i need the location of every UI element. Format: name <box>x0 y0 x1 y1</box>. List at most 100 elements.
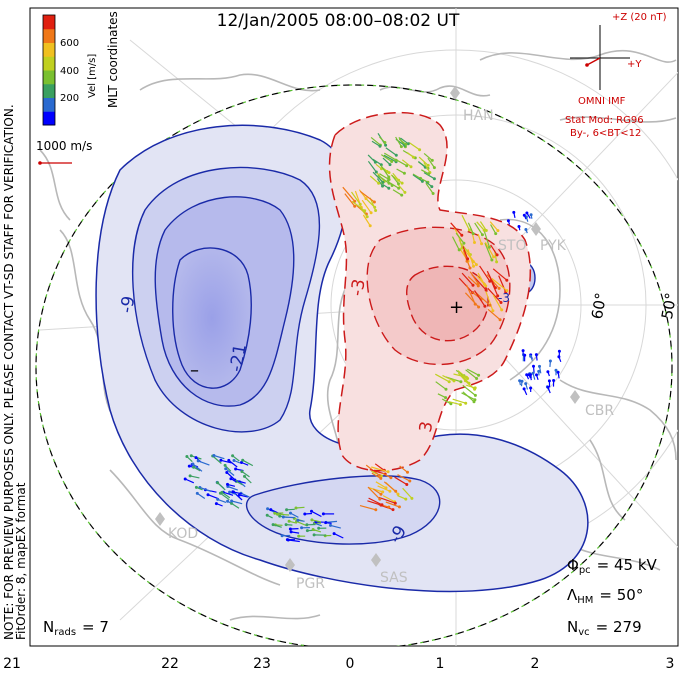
velocity-vector-origin <box>480 242 484 246</box>
velocity-vector-origin <box>522 213 526 217</box>
velocity-vector <box>344 193 356 207</box>
velocity-vector-origin <box>374 209 378 212</box>
mlt-tick-1: 1 <box>436 656 445 672</box>
stat-phi-pc: Φpc = 45 kV <box>567 556 658 576</box>
velocity-vector-origin <box>223 463 227 467</box>
velocity-vector-origin <box>406 470 409 474</box>
velocity-vector-origin <box>188 474 192 478</box>
velocity-vector <box>484 242 493 261</box>
velocity-vector <box>370 136 381 146</box>
velocity-vector <box>382 157 391 166</box>
velocity-vector <box>378 496 396 504</box>
velocity-vector <box>479 265 491 282</box>
velocity-vector-origin <box>369 211 373 215</box>
preview-note: NOTE: FOR PREVIEW PURPOSES ONLY. PLEASE … <box>2 104 16 640</box>
colorbar-segment <box>43 15 55 30</box>
velocity-vector-origin <box>240 461 243 464</box>
velocity-vector-origin <box>285 508 289 512</box>
velocity-vector-origin <box>384 143 388 147</box>
velocity-scale: 1000 m/s <box>36 139 92 165</box>
stat-lambda-hm: ΛHM = 50° <box>567 586 643 606</box>
velocity-vector <box>487 308 501 321</box>
velocity-vector-origin <box>287 519 291 523</box>
velocity-vector-origin <box>471 283 475 287</box>
velocity-vector-origin <box>546 385 550 389</box>
velocity-vector <box>270 509 282 516</box>
velocity-vector-origin <box>405 164 409 168</box>
velocity-vector-origin <box>229 477 233 481</box>
velocity-vector-origin <box>522 387 526 391</box>
velocity-vector-origin <box>243 474 246 478</box>
velocity-vector <box>385 501 400 508</box>
velocity-vector <box>441 398 452 405</box>
velocity-vector-origin <box>430 158 434 162</box>
velocity-vector <box>435 373 450 383</box>
velocity-vector <box>483 230 490 248</box>
velocity-vector-origin <box>472 264 475 268</box>
velocity-vector-origin <box>482 228 486 232</box>
velocity-vector <box>207 494 219 500</box>
velocity-vector-origin <box>377 473 381 477</box>
velocity-vector-origin <box>353 199 357 203</box>
velocity-vector-origin <box>289 530 293 534</box>
velocity-vector-origin <box>556 370 560 374</box>
velocity-vector <box>402 487 413 499</box>
velocity-vector-origin <box>310 518 314 522</box>
stat-n-vc: Nvc = 279 <box>567 618 642 638</box>
velocity-vector-origin <box>374 170 378 174</box>
velocity-vector <box>442 374 455 382</box>
velocity-vector <box>418 156 429 166</box>
velocity-vector-origin <box>548 359 552 363</box>
velocity-vector <box>184 478 195 484</box>
velocity-vector <box>311 510 322 518</box>
velocity-vector-origin <box>387 175 391 179</box>
velocity-vector-origin <box>183 477 187 481</box>
velocity-vector <box>217 482 226 491</box>
velocity-vector-origin <box>546 370 550 374</box>
velocity-vector <box>196 492 206 499</box>
velocity-vector-origin <box>280 534 284 538</box>
velocity-vector <box>244 475 252 484</box>
velocity-vector-origin <box>386 470 390 474</box>
velocity-vector-origin <box>278 514 282 518</box>
velocity-vector-origin <box>408 479 412 483</box>
velocity-vector <box>477 272 485 285</box>
velocity-vector-origin <box>212 454 216 457</box>
velocity-vector-origin <box>518 379 522 383</box>
station-marker-cbr <box>570 390 580 404</box>
contour-label-neg-9-left: -9 <box>117 294 140 314</box>
colorbar-segment <box>43 111 55 126</box>
velocity-vector <box>462 391 475 403</box>
velocity-vector-origin <box>388 489 392 493</box>
velocity-vector <box>462 246 469 260</box>
velocity-vector <box>372 488 382 495</box>
velocity-vector-origin <box>473 302 477 306</box>
velocity-vector-origin <box>394 158 398 162</box>
station-marker-pgr <box>285 558 295 572</box>
velocity-vector-origin <box>387 186 391 190</box>
velocity-vector-origin <box>476 282 480 286</box>
velocity-vector-origin <box>505 289 509 293</box>
velocity-vector <box>455 232 465 244</box>
velocity-vector-origin <box>271 523 275 527</box>
velocity-vector-origin <box>300 526 304 530</box>
station-label-han: HAN <box>463 108 494 124</box>
velocity-vector-origin <box>206 493 210 497</box>
velocity-vector-origin <box>364 197 368 201</box>
velocity-vector-origin <box>426 163 430 167</box>
imf-z-label: +Z (20 nT) <box>612 12 667 23</box>
velocity-vector-origin <box>273 511 277 515</box>
velocity-vector <box>365 198 376 208</box>
velocity-vector <box>377 485 391 492</box>
velocity-vector-origin <box>227 458 231 462</box>
velocity-vector <box>368 497 383 506</box>
mlt-tick-0: 0 <box>346 656 355 672</box>
velocity-vector <box>458 277 474 294</box>
velocity-vector-origin <box>463 379 467 383</box>
velocity-vector-origin <box>506 219 510 223</box>
velocity-vector <box>197 460 210 466</box>
velocity-vector-origin <box>383 141 387 144</box>
velocity-vector <box>372 158 382 166</box>
colorbar-segment <box>43 28 55 43</box>
velocity-vector <box>467 222 474 234</box>
